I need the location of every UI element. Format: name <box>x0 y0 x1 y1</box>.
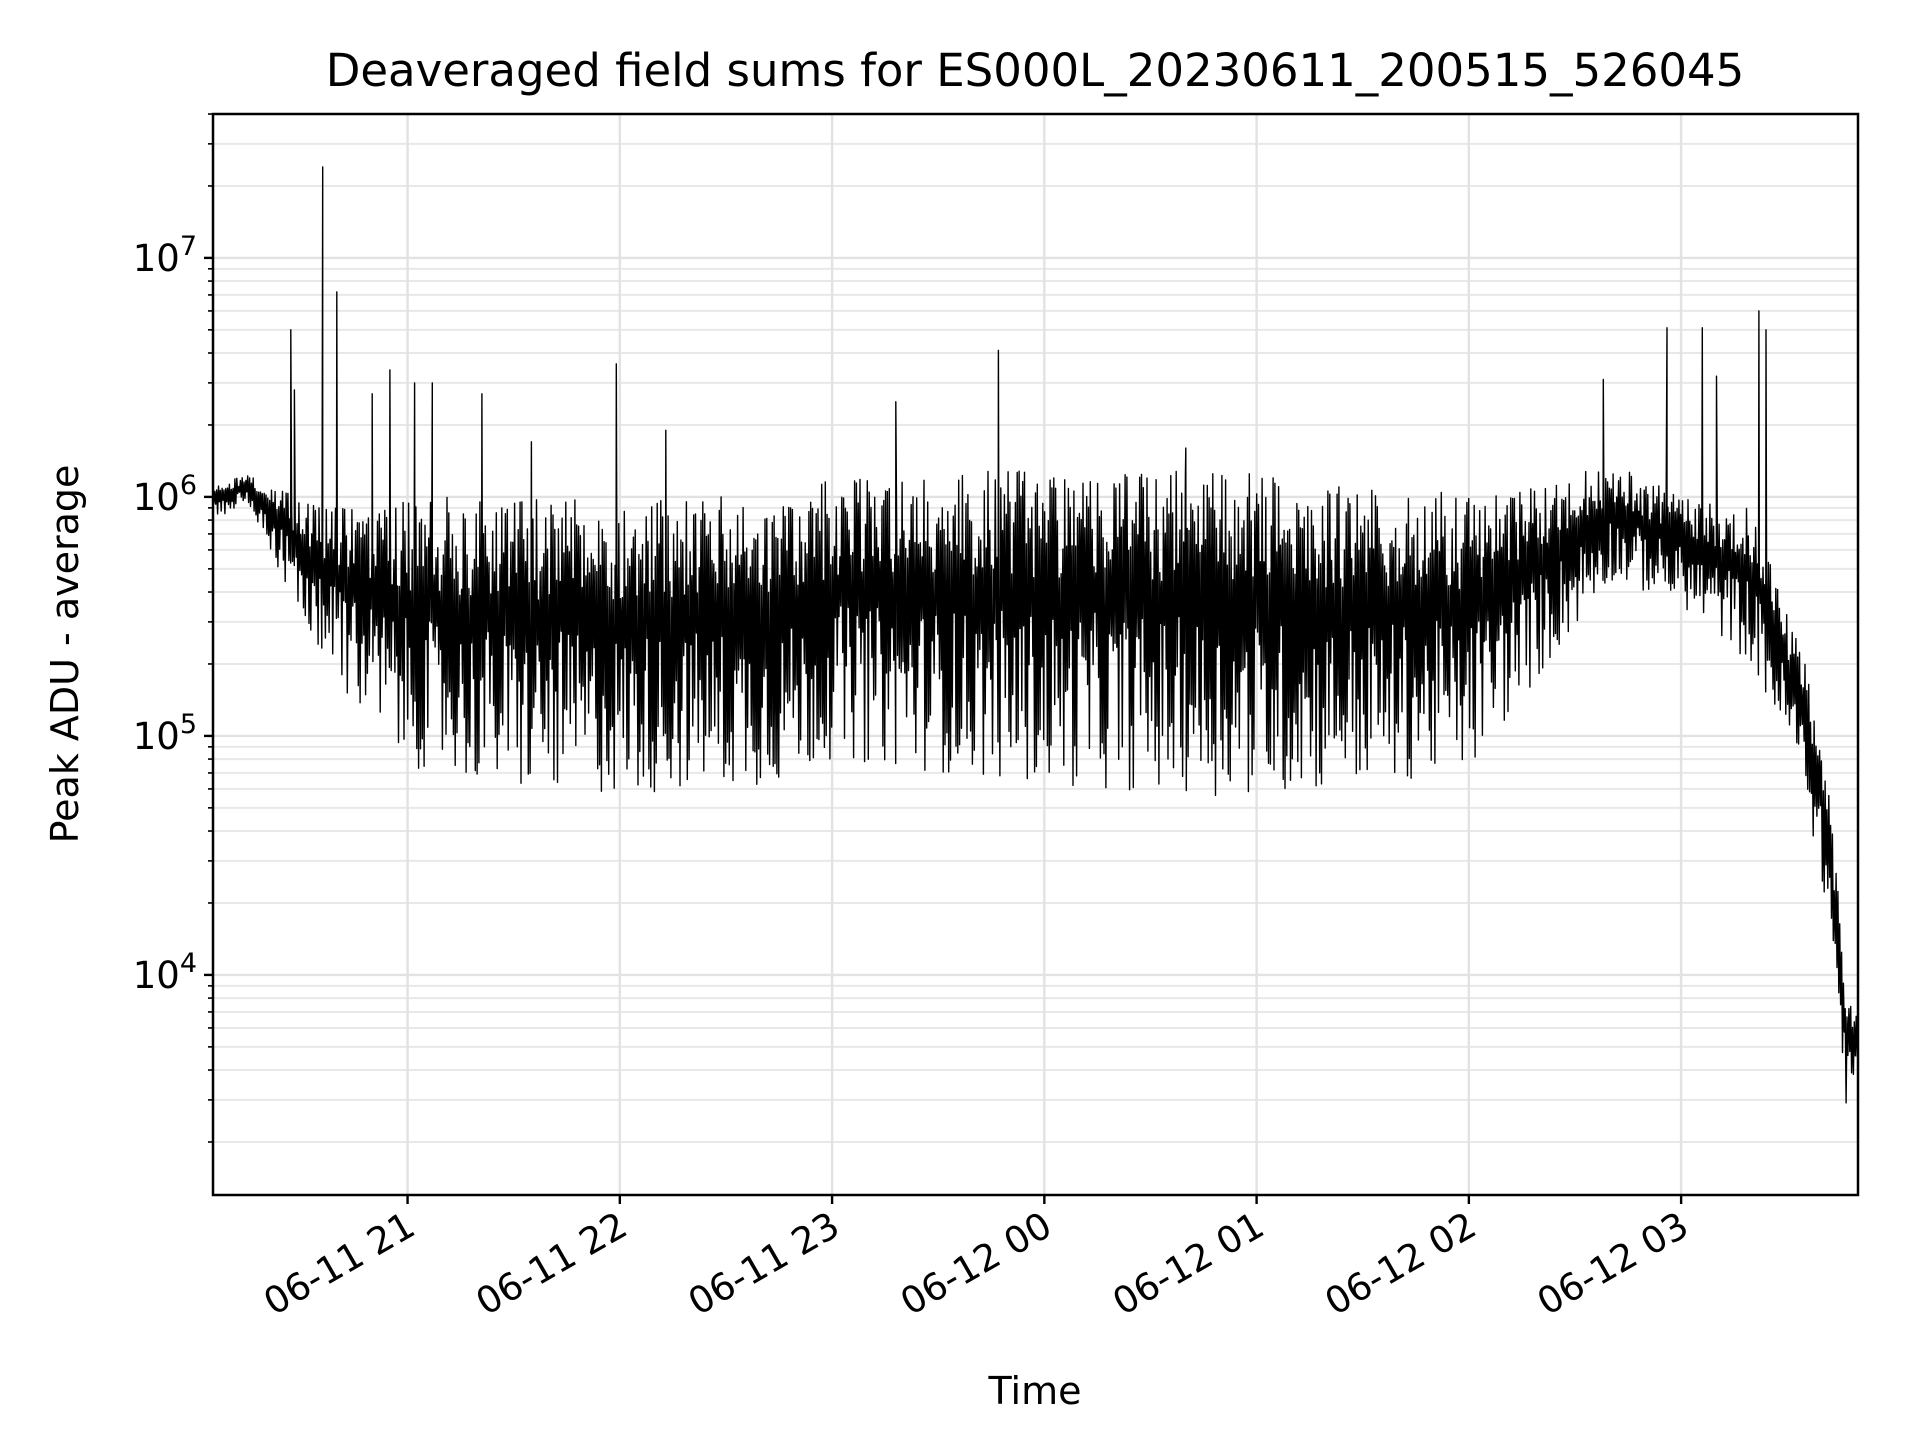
y-tick-label: 106 <box>133 470 197 519</box>
y-axis-label: Peak ADU - average <box>43 465 87 844</box>
chart-title: Deaveraged field sums for ES000L_2023061… <box>326 44 1745 97</box>
y-tick-labels: 104 105 106 107 <box>133 231 197 997</box>
plot-frame <box>211 112 1860 1197</box>
ticks <box>204 113 1683 1204</box>
y-tick-label: 107 <box>133 231 197 280</box>
y-tick-label: 105 <box>133 709 197 758</box>
y-tick-label: 104 <box>133 948 197 997</box>
series-layer <box>212 166 1859 1104</box>
x-axis-label: Time <box>988 1369 1082 1413</box>
series-line <box>212 166 1859 1104</box>
